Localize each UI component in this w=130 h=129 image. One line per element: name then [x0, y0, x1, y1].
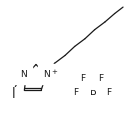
- Text: -: -: [96, 85, 99, 94]
- Text: F: F: [98, 74, 103, 83]
- Text: F: F: [106, 88, 111, 97]
- Text: B: B: [90, 87, 96, 97]
- Text: |: |: [11, 87, 15, 98]
- Text: +: +: [51, 69, 57, 75]
- Text: N: N: [20, 70, 26, 79]
- Text: F: F: [80, 74, 85, 83]
- Text: F: F: [73, 88, 78, 97]
- Text: N: N: [44, 70, 50, 79]
